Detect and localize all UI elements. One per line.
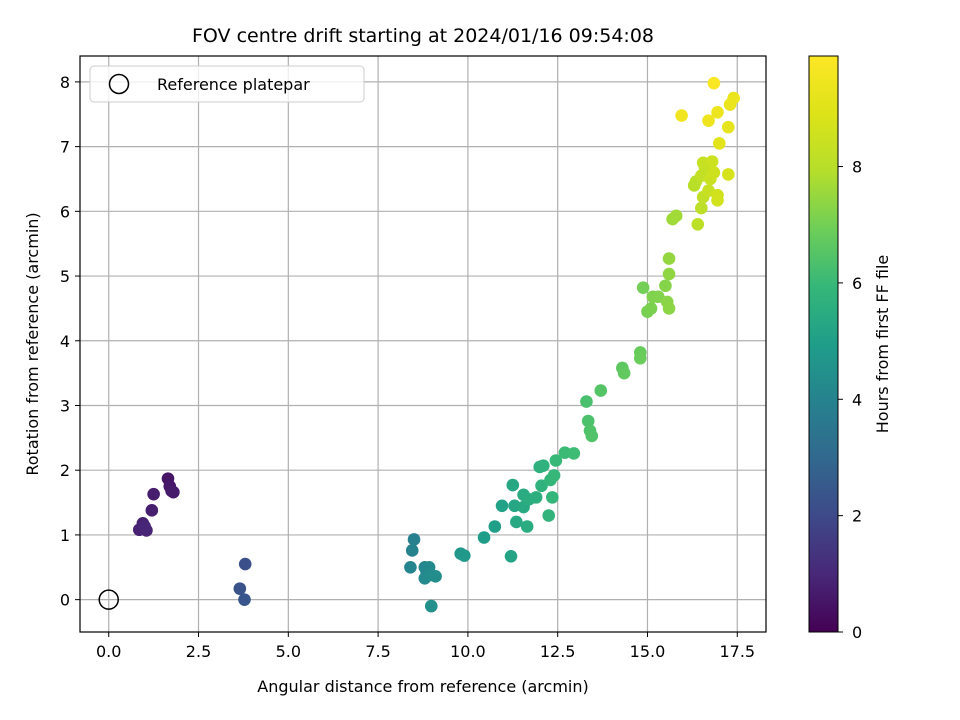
scatter-point (529, 491, 543, 504)
legend: Reference platepar (89, 65, 365, 103)
scatter-point (488, 520, 502, 533)
x-tick-label: 10.0 (450, 642, 486, 661)
legend-marker-icon (108, 73, 130, 95)
scatter-point (238, 593, 251, 606)
colorbar-tick-label: 6 (852, 274, 862, 293)
y-axis-title: Rotation from reference (arcmin) (23, 212, 42, 475)
scatter-point (713, 137, 726, 150)
scatter-point (705, 155, 719, 168)
scatter-point (233, 582, 247, 595)
legend-label: Reference platepar (157, 75, 310, 94)
scatter-point (549, 454, 563, 467)
scatter-point (633, 351, 647, 365)
y-tick-label: 4 (60, 332, 70, 351)
scatter-point (594, 384, 608, 397)
y-tick-label: 3 (60, 396, 70, 415)
scatter-point (429, 570, 442, 583)
scatter-point (585, 429, 599, 443)
colorbar: 0 2 4 6 8 Hours from first FF file (808, 55, 892, 642)
scatter-point (721, 168, 735, 181)
x-axis-ticks: 0.0 2.5 5.0 7.5 10.0 12.5 15.0 17.5 (96, 632, 755, 661)
scatter-point (535, 479, 548, 493)
data-points (132, 76, 740, 613)
scatter-point (138, 520, 151, 533)
colorbar-tick-label: 0 (852, 623, 862, 642)
scatter-point (707, 76, 721, 90)
scatter-point (147, 487, 160, 501)
x-tick-label: 5.0 (276, 642, 301, 661)
scatter-point (547, 469, 561, 482)
scatter-point (636, 281, 650, 294)
y-tick-label: 2 (60, 461, 70, 480)
scatter-point (702, 114, 715, 128)
scatter-point (537, 459, 550, 472)
scatter-point (405, 544, 419, 557)
scatter-point (495, 499, 509, 513)
scatter-point (477, 531, 491, 544)
scatter-point (581, 414, 595, 428)
x-tick-label: 17.5 (719, 642, 755, 661)
x-tick-label: 2.5 (186, 642, 211, 661)
scatter-point (659, 279, 672, 293)
scatter-point (504, 549, 518, 563)
scatter-point (506, 478, 520, 492)
scatter-point (691, 217, 705, 231)
y-axis-ticks: 0 1 2 3 4 5 6 7 8 (60, 73, 80, 610)
scatter-point (662, 252, 676, 265)
scatter-point (424, 599, 438, 613)
scatter-point (695, 201, 708, 215)
scatter-point (721, 120, 735, 134)
scatter-point (669, 209, 683, 223)
scatter-point (580, 395, 593, 408)
scatter-point (520, 520, 534, 533)
colorbar-tick-label: 8 (852, 158, 862, 177)
scatter-point (510, 515, 523, 529)
reference-point (98, 589, 119, 610)
scatter-point (662, 302, 676, 315)
scatter-point (404, 560, 417, 574)
scatter-point (238, 557, 252, 571)
scatter-point (542, 509, 556, 522)
plot-frame (79, 55, 767, 633)
scatter-point (727, 91, 740, 105)
x-axis-title: Angular distance from reference (arcmin) (257, 677, 588, 696)
scatter-point (675, 109, 688, 122)
scatter-point (711, 106, 724, 119)
y-tick-label: 7 (60, 138, 70, 157)
x-tick-label: 15.0 (630, 642, 666, 661)
x-tick-label: 7.5 (365, 642, 390, 661)
colorbar-title: Hours from first FF file (873, 255, 892, 434)
scatter-point (707, 166, 721, 179)
scatter-point (407, 533, 421, 546)
scatter-point (458, 549, 471, 562)
reference-marker (98, 589, 119, 610)
scatter-point (617, 366, 631, 380)
scatter-point (167, 485, 180, 499)
y-tick-label: 1 (60, 526, 70, 545)
scatter-point (145, 504, 159, 517)
scatter-point (545, 491, 559, 504)
colorbar-tick-label: 2 (852, 507, 862, 526)
scatter-point (711, 194, 724, 207)
scatter-point (662, 267, 676, 281)
y-tick-label: 8 (60, 73, 70, 92)
y-tick-label: 0 (60, 591, 70, 610)
grid-lines (80, 56, 766, 632)
colorbar-ticks: 0 2 4 6 8 (838, 158, 862, 642)
scatter-point (558, 446, 572, 460)
x-tick-label: 12.5 (540, 642, 576, 661)
y-tick-label: 5 (60, 267, 70, 286)
scatter-point (567, 447, 581, 460)
chart-title: FOV centre drift starting at 2024/01/16 … (192, 25, 654, 47)
scatter-point (644, 302, 658, 315)
legend-box (89, 65, 365, 103)
colorbar-tick-label: 4 (852, 390, 862, 409)
y-tick-label: 6 (60, 202, 70, 221)
colorbar-gradient (808, 55, 839, 633)
x-tick-label: 0.0 (96, 642, 121, 661)
